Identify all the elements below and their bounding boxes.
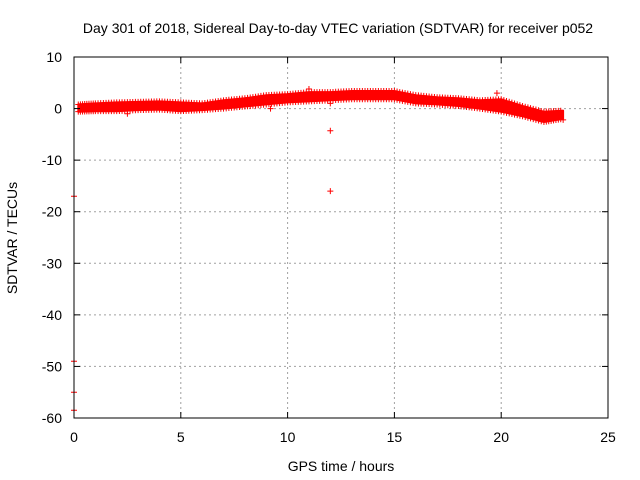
outlier-point	[267, 105, 274, 112]
x-tick-label: 5	[177, 429, 185, 445]
data-point	[532, 106, 539, 113]
data-point	[506, 110, 513, 117]
outlier-point	[327, 100, 334, 107]
data-point	[530, 105, 537, 112]
data-point	[396, 97, 403, 104]
y-tick-label: -40	[42, 307, 62, 323]
data-point	[402, 90, 409, 97]
data-point	[524, 114, 531, 121]
data-point	[506, 98, 513, 105]
data-point	[522, 114, 529, 121]
y-tick-label: -50	[42, 358, 62, 374]
data-point	[511, 111, 518, 118]
data-point	[402, 98, 409, 105]
y-tick-label: -10	[42, 152, 62, 168]
data-point	[391, 88, 398, 95]
data-point	[514, 112, 521, 119]
outlier-point	[493, 90, 500, 97]
data-point	[391, 96, 398, 103]
y-tick-label: -30	[42, 255, 62, 271]
data-point	[514, 101, 521, 108]
data-point	[410, 99, 417, 106]
y-tick-label: -60	[42, 410, 62, 426]
data-point	[404, 98, 411, 105]
data-point	[500, 97, 507, 104]
data-point	[524, 104, 531, 111]
data-point	[407, 91, 414, 98]
data-point	[511, 100, 518, 107]
outlier-point	[327, 188, 334, 195]
outlier-point	[560, 116, 567, 123]
x-tick-label: 25	[600, 429, 616, 445]
data-point	[535, 117, 542, 124]
data-point	[516, 102, 523, 109]
data-point	[535, 107, 542, 114]
y-tick-label: 10	[46, 49, 62, 65]
ticks	[73, 56, 609, 419]
data-point	[407, 99, 414, 106]
y-tick-label: -20	[42, 204, 62, 220]
data-point	[399, 89, 406, 96]
data-point	[519, 113, 526, 120]
data-point	[404, 90, 411, 97]
data-point	[519, 102, 526, 109]
data-point	[498, 108, 505, 115]
data-point	[410, 91, 417, 98]
x-axis-label: GPS time / hours	[288, 458, 395, 474]
data-point	[394, 96, 401, 103]
y-axis-label: SDTVAR / TECUs	[4, 182, 20, 294]
plot-frame	[73, 56, 609, 419]
data-point	[527, 105, 534, 112]
data-point	[503, 109, 510, 116]
data-point	[498, 96, 505, 103]
data-point	[532, 116, 539, 123]
x-tick-label: 0	[70, 429, 78, 445]
outlier-point	[124, 110, 131, 117]
chart-title: Day 301 of 2018, Sidereal Day-to-day VTE…	[83, 20, 593, 36]
x-tick-label: 15	[387, 429, 403, 445]
data-point	[538, 107, 545, 114]
tick-labels: 0 5 10 15 20 25 -60 -50 -40 -30 -20 -10 0 10	[42, 49, 616, 445]
data-point	[508, 110, 515, 117]
data-point	[522, 103, 529, 110]
x-tick-label: 10	[280, 429, 296, 445]
data-point	[557, 107, 564, 114]
outlier-point	[305, 85, 312, 92]
data-point	[538, 118, 545, 125]
data-point	[508, 99, 515, 106]
data-point	[394, 88, 401, 95]
data-point	[516, 112, 523, 119]
data-point	[399, 97, 406, 104]
data-point	[530, 116, 537, 123]
grid	[74, 57, 608, 418]
x-tick-label: 20	[493, 429, 509, 445]
y-tick-label: 0	[54, 101, 62, 117]
outlier-point	[327, 127, 334, 134]
data-point	[500, 109, 507, 116]
data-point	[396, 89, 403, 96]
data-layer	[71, 85, 567, 414]
data-point	[527, 115, 534, 122]
data-point	[503, 97, 510, 104]
